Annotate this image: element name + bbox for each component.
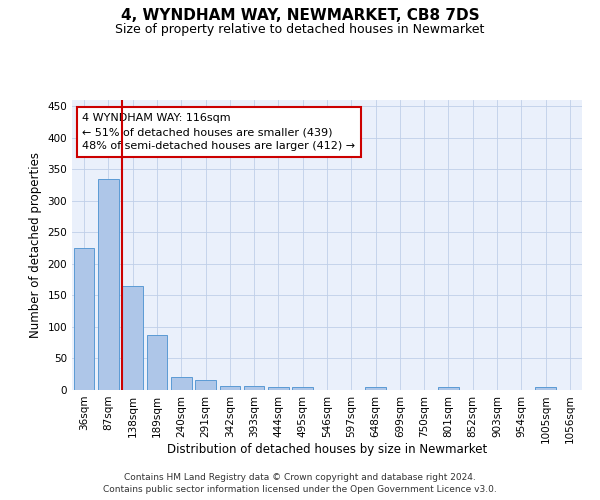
Bar xyxy=(292,387,313,390)
Text: 4 WYNDHAM WAY: 116sqm
← 51% of detached houses are smaller (439)
48% of semi-det: 4 WYNDHAM WAY: 116sqm ← 51% of detached … xyxy=(82,113,355,151)
Text: Contains public sector information licensed under the Open Government Licence v3: Contains public sector information licen… xyxy=(103,485,497,494)
Y-axis label: Number of detached properties: Number of detached properties xyxy=(29,152,42,338)
Bar xyxy=(535,388,556,390)
Text: 4, WYNDHAM WAY, NEWMARKET, CB8 7DS: 4, WYNDHAM WAY, NEWMARKET, CB8 7DS xyxy=(121,8,479,22)
Bar xyxy=(438,388,459,390)
Text: Contains HM Land Registry data © Crown copyright and database right 2024.: Contains HM Land Registry data © Crown c… xyxy=(124,472,476,482)
Bar xyxy=(171,377,191,390)
Bar xyxy=(365,388,386,390)
Text: Size of property relative to detached houses in Newmarket: Size of property relative to detached ho… xyxy=(115,22,485,36)
Text: Distribution of detached houses by size in Newmarket: Distribution of detached houses by size … xyxy=(167,442,487,456)
Bar xyxy=(268,387,289,390)
Bar xyxy=(122,286,143,390)
Bar xyxy=(244,386,265,390)
Bar xyxy=(195,380,216,390)
Bar xyxy=(146,335,167,390)
Bar xyxy=(98,179,119,390)
Bar xyxy=(220,386,240,390)
Bar xyxy=(74,248,94,390)
